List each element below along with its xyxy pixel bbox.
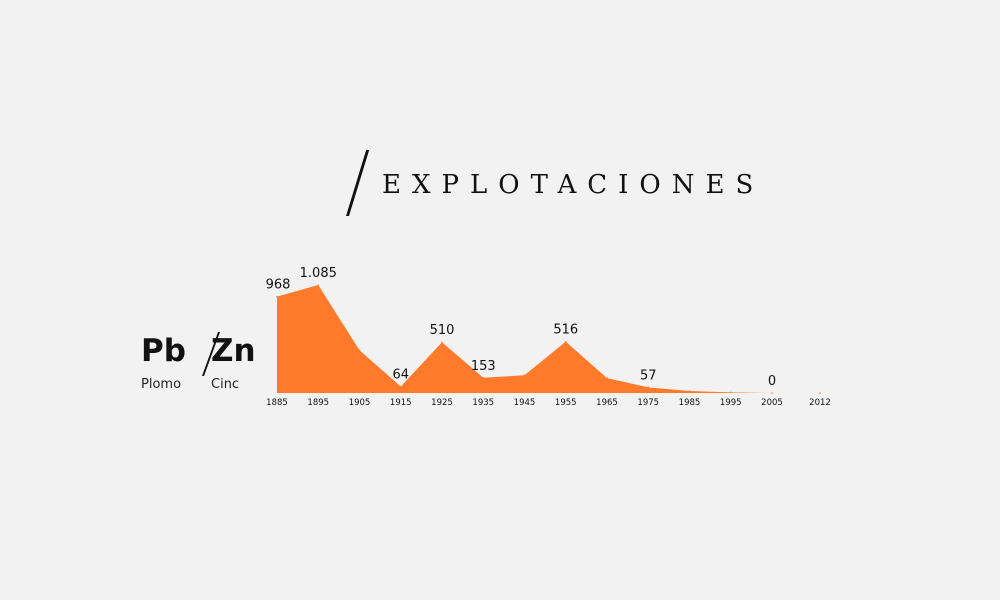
- data-point: [358, 349, 361, 351]
- data-point: [688, 390, 691, 392]
- x-tick-label: 1895: [307, 398, 329, 408]
- data-point: [771, 392, 773, 394]
- data-point: [606, 377, 608, 379]
- data-point: [523, 374, 526, 377]
- x-tick-label: 1945: [514, 398, 536, 408]
- chart-title-block: EXPLOTACIONES: [340, 148, 830, 218]
- data-point: [647, 386, 650, 389]
- data-label: 516: [553, 323, 578, 338]
- data-point: [482, 376, 485, 379]
- data-point: [276, 295, 278, 298]
- data-label: 64: [392, 368, 409, 383]
- data-label: 1.085: [300, 266, 337, 281]
- x-tick-label: 1995: [720, 398, 742, 408]
- data-point: [729, 391, 732, 394]
- symbol-lead: Pb: [141, 333, 186, 369]
- x-tick-label: 1985: [679, 398, 701, 408]
- area-series: [277, 285, 820, 393]
- data-label: 0: [768, 374, 776, 389]
- x-tick-label: 2012: [809, 398, 831, 408]
- data-point: [317, 284, 320, 286]
- data-label: 510: [430, 323, 455, 338]
- data-point: [819, 392, 821, 394]
- x-tick-label: 1925: [431, 398, 453, 408]
- data-label: 968: [266, 278, 291, 293]
- x-tick-label: 1885: [266, 398, 288, 408]
- x-tick-label: 1965: [596, 398, 618, 408]
- data-label: 57: [640, 368, 657, 383]
- symbol-zinc: Zn: [211, 333, 256, 369]
- name-lead: Plomo: [141, 377, 182, 392]
- x-tick-label: 1955: [555, 398, 577, 408]
- data-point: [399, 385, 402, 388]
- x-tick-label: 2005: [761, 398, 783, 408]
- x-tick-label: 1915: [390, 398, 412, 408]
- data-label: 153: [471, 359, 496, 374]
- chart-title: EXPLOTACIONES: [382, 170, 765, 200]
- x-tick-label: 1935: [472, 398, 494, 408]
- data-point: [441, 341, 443, 344]
- x-tick-label: 1975: [637, 398, 659, 408]
- element-symbols: Pb Zn Plomo Cinc: [138, 328, 268, 398]
- data-point: [564, 340, 567, 343]
- x-tick-label: 1905: [349, 398, 371, 408]
- name-zinc: Cinc: [211, 377, 240, 392]
